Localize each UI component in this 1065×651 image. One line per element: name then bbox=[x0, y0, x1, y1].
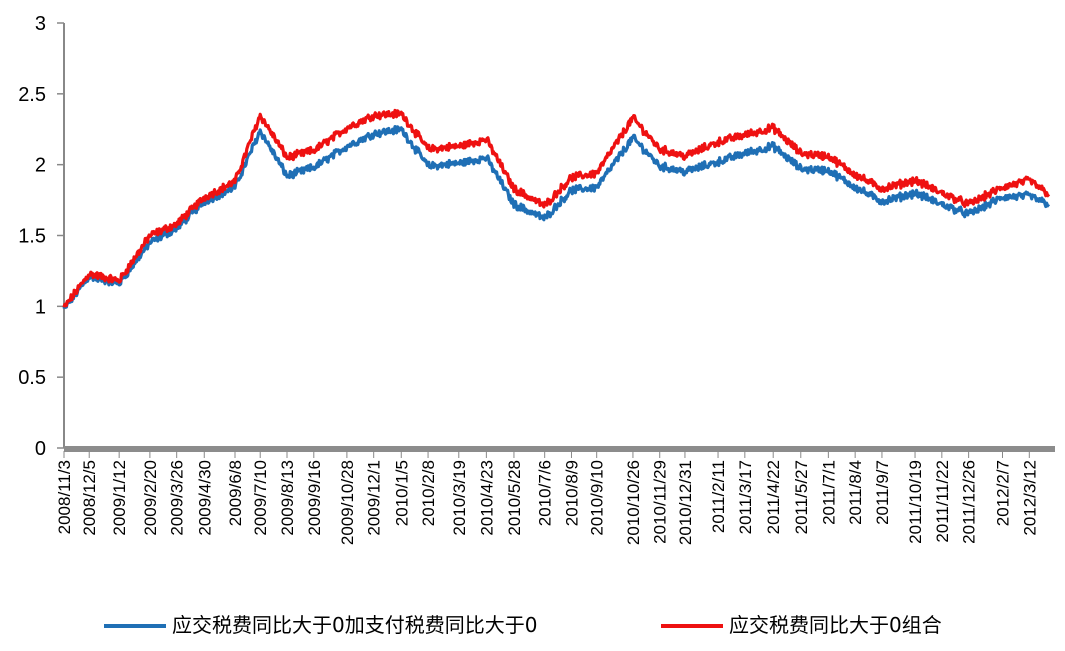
x-tick-label: 2011/3/17 bbox=[736, 460, 755, 534]
x-tick-label: 2009/2/20 bbox=[141, 460, 160, 536]
plot-area bbox=[62, 108, 1051, 310]
x-tick-label: 2009/4/30 bbox=[195, 460, 214, 536]
y-tick-label: 3 bbox=[35, 13, 46, 35]
x-tick-label: 2011/12/26 bbox=[960, 460, 979, 544]
x-tick-label: 2012/3/12 bbox=[1020, 460, 1039, 536]
x-tick-label: 2010/3/19 bbox=[450, 460, 469, 536]
series-line-2 bbox=[62, 108, 1051, 308]
x-tick-label: 2012/2/7 bbox=[994, 460, 1013, 526]
x-tick-label: 2010/1/5 bbox=[392, 460, 411, 526]
y-tick-label: 0 bbox=[35, 438, 46, 460]
x-tick-label: 2010/11/29 bbox=[651, 460, 670, 544]
x-tick-label: 2010/9/10 bbox=[588, 460, 607, 536]
x-tick-label: 2010/8/9 bbox=[562, 460, 581, 526]
x-tick-label: 2009/9/16 bbox=[305, 460, 324, 536]
x-tick-label: 2008/11/3 bbox=[55, 460, 74, 534]
y-tick-label: 1 bbox=[35, 296, 46, 318]
y-tick-label: 2 bbox=[35, 155, 46, 177]
x-tick-label: 2010/5/28 bbox=[505, 460, 524, 536]
x-tick-label: 2010/12/31 bbox=[676, 460, 695, 545]
x-tick-label: 2010/4/23 bbox=[477, 460, 496, 536]
y-tick-label: 2.5 bbox=[18, 84, 46, 106]
x-tick-label: 2009/3/26 bbox=[168, 460, 187, 536]
x-tick-label: 2010/7/6 bbox=[536, 460, 555, 526]
x-tick-label: 2011/2/11 bbox=[709, 460, 728, 533]
x-tick-label: 2011/8/4 bbox=[846, 460, 865, 525]
x-tick-label: 2011/4/22 bbox=[764, 460, 783, 534]
x-tick-label: 2009/10/28 bbox=[338, 460, 357, 545]
y-tick-label: 0.5 bbox=[18, 367, 46, 389]
x-axis: 2008/11/3 2008/12/5 2009/1/12 2009/2/20 2009… bbox=[55, 446, 1055, 545]
x-tick-label: 2010/2/8 bbox=[419, 460, 438, 526]
legend-label-1: 应交税费同比大于0加支付税费同比大于0 bbox=[172, 613, 537, 637]
x-tick-label: 2011/7/1 bbox=[819, 460, 838, 525]
x-tick-label: 2008/12/5 bbox=[80, 460, 99, 536]
x-tick-label: 2009/7/10 bbox=[251, 460, 270, 536]
x-tick-label: 2009/8/13 bbox=[278, 460, 297, 536]
x-tick-label: 2011/10/19 bbox=[906, 460, 925, 544]
x-tick-label: 2009/12/1 bbox=[365, 460, 384, 536]
y-axis: 0 0.5 1 1.5 2 2.5 3 bbox=[18, 13, 65, 460]
x-tick-label: 2010/10/26 bbox=[624, 460, 643, 545]
x-axis-line bbox=[64, 446, 1055, 452]
x-tick-label: 2011/11/22 bbox=[933, 460, 952, 543]
y-tick-label: 1.5 bbox=[18, 226, 46, 248]
series-line-1 bbox=[62, 125, 1051, 310]
x-tick-label: 2009/1/12 bbox=[110, 460, 129, 536]
x-tick-label: 2011/5/27 bbox=[792, 460, 811, 534]
x-tick-label: 2011/9/7 bbox=[873, 460, 892, 525]
legend-label-2: 应交税费同比大于0组合 bbox=[729, 613, 942, 637]
x-tick-label: 2009/6/8 bbox=[226, 460, 245, 526]
legend: 应交税费同比大于0加支付税费同比大于0 应交税费同比大于0组合 bbox=[104, 613, 942, 637]
